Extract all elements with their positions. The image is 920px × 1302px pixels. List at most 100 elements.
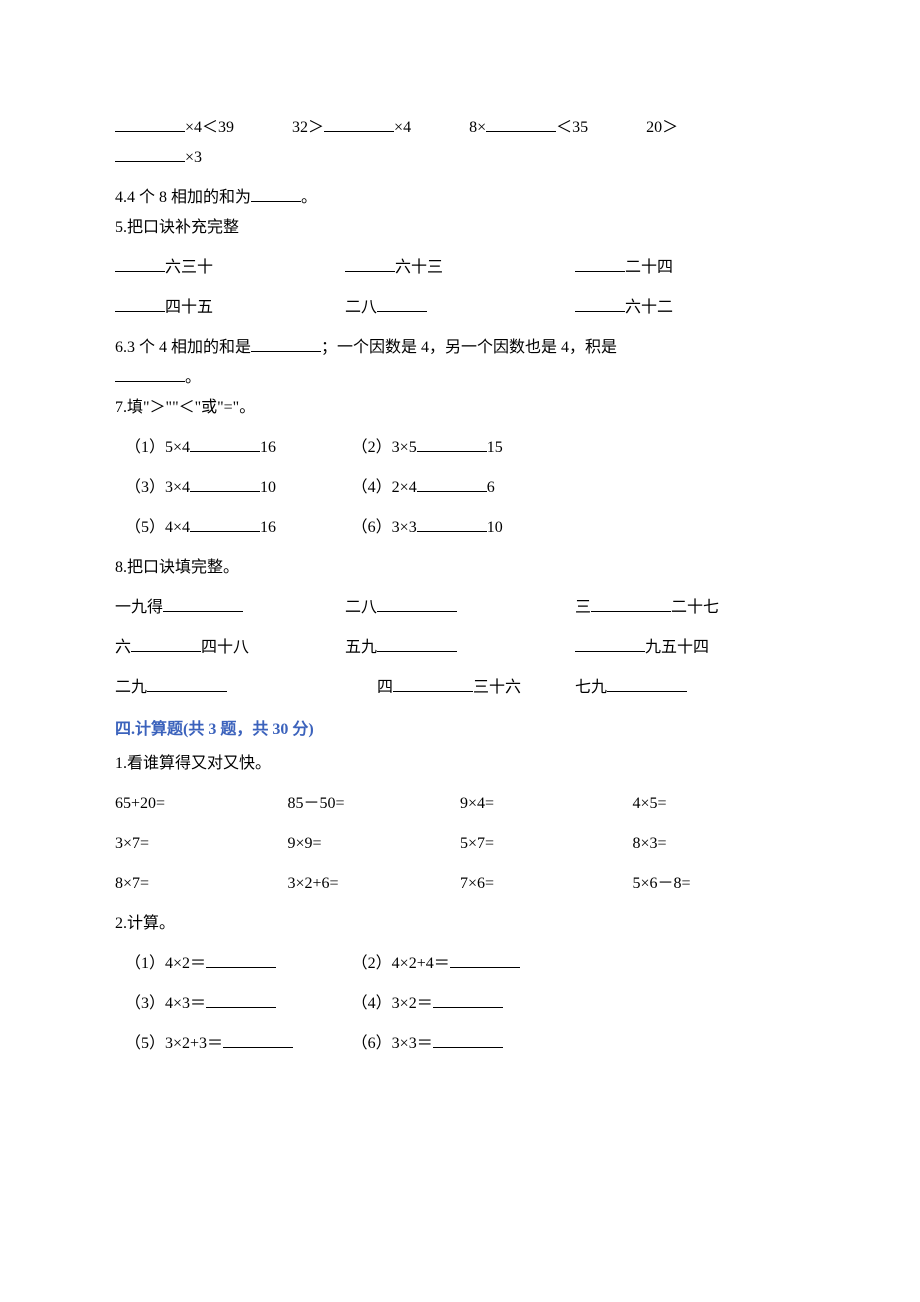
text: ×3 xyxy=(185,149,202,166)
text: 二八 xyxy=(345,599,377,616)
blank xyxy=(433,1032,503,1048)
text: （6）3×3＝ xyxy=(352,1035,433,1052)
blank xyxy=(575,256,625,272)
text: 1.看谁算得又对又快。 xyxy=(115,755,271,772)
calc-cell: 9×9= xyxy=(288,832,461,856)
text: 四.计算题(共 3 题，共 30 分) xyxy=(115,721,314,738)
blank xyxy=(251,336,321,352)
calc2-cell xyxy=(578,952,805,976)
calc1-row-1: 65+20= 85－50= 9×4= 4×5= xyxy=(115,792,805,816)
q7-cell: （2）3×5 15 xyxy=(352,436,579,460)
calc2-row-3: （5）3×2+3＝ （6）3×3＝ xyxy=(115,1032,805,1056)
text: 16 xyxy=(260,439,276,456)
text: （4）2×4 xyxy=(352,479,417,496)
calc1-title: 1.看谁算得又对又快。 xyxy=(115,752,805,776)
calc-cell: 65+20= xyxy=(115,792,288,816)
blank xyxy=(147,676,227,692)
blank xyxy=(591,596,671,612)
text: （2）4×2+4＝ xyxy=(352,955,450,972)
q7-cell: （6）3×3 10 xyxy=(352,516,579,540)
text: （5）3×2+3＝ xyxy=(125,1035,223,1052)
text: 8.把口诀填完整。 xyxy=(115,559,239,576)
q7-cell xyxy=(578,436,805,460)
text: （5）4×4 xyxy=(125,519,190,536)
calc-cell: 3×2+6= xyxy=(288,872,461,896)
text: 10 xyxy=(487,519,503,536)
text: 四 xyxy=(377,679,393,696)
text: 二十七 xyxy=(671,599,719,616)
q7-row-1: （1）5×416 （2）3×5 15 xyxy=(115,436,805,460)
q7-cell: （1）5×416 xyxy=(115,436,352,460)
text: （2）3×5 xyxy=(352,439,417,456)
fill-row-top: ×4＜39 32＞×4 8×＜35 20＞ xyxy=(115,116,805,140)
text: 6 xyxy=(487,479,495,496)
text: 2.计算。 xyxy=(115,915,175,932)
text: 。 xyxy=(301,189,317,206)
text: 7.填"＞""＜"或"="。 xyxy=(115,399,255,416)
q8-cell: 一九得 xyxy=(115,596,345,620)
calc2-cell: （2）4×2+4＝ xyxy=(352,952,579,976)
text: 四十八 xyxy=(201,639,249,656)
text: 5×7= xyxy=(460,835,494,852)
q5-row-1: 六三十 六十三 二十四 xyxy=(115,256,805,280)
calc2-cell: （4）3×2＝ xyxy=(352,992,579,1016)
q7-cell xyxy=(578,476,805,500)
text: （6）3×3 xyxy=(352,519,417,536)
blank xyxy=(377,636,457,652)
q7-cell xyxy=(578,516,805,540)
blank xyxy=(115,116,185,132)
text: 七九 xyxy=(575,679,607,696)
text: （4）3×2＝ xyxy=(352,995,433,1012)
q5-cell: 二十四 xyxy=(575,256,805,280)
text: 二九 xyxy=(115,679,147,696)
calc2-title: 2.计算。 xyxy=(115,912,805,936)
text: 65+20= xyxy=(115,795,165,812)
text: 32＞ xyxy=(292,119,324,136)
question-7-title: 7.填"＞""＜"或"="。 xyxy=(115,396,805,420)
blank xyxy=(115,366,185,382)
question-5-title: 5.把口诀补充完整 xyxy=(115,216,805,240)
q8-row-3: 二九 四三十六 七九 xyxy=(115,676,805,700)
q8-cell: 七九 xyxy=(575,676,805,700)
blank xyxy=(607,676,687,692)
blank xyxy=(450,952,520,968)
calc2-row-1: （1）4×2＝ （2）4×2+4＝ xyxy=(115,952,805,976)
calc1-row-3: 8×7= 3×2+6= 7×6= 5×6－8= xyxy=(115,872,805,896)
blank xyxy=(190,476,260,492)
blank xyxy=(417,516,487,532)
q7-row-3: （5）4×4 16 （6）3×3 10 xyxy=(115,516,805,540)
text: 3×7= xyxy=(115,835,149,852)
text: 二十四 xyxy=(625,259,673,276)
blank xyxy=(324,116,394,132)
text: 8×7= xyxy=(115,875,149,892)
text: 六十三 xyxy=(395,259,443,276)
text: 六三十 xyxy=(165,259,213,276)
text: 16 xyxy=(260,519,276,536)
q5-row-2: 四十五 二八 六十二 xyxy=(115,296,805,320)
text: 7×6= xyxy=(460,875,494,892)
document-page: ×4＜39 32＞×4 8×＜35 20＞ ×3 4.4 个 8 相加的和为。 … xyxy=(0,0,920,1116)
blank xyxy=(377,296,427,312)
text: 5×6－8= xyxy=(633,875,691,892)
text: 5.把口诀补充完整 xyxy=(115,219,239,236)
q8-row-2: 六四十八 五九 九五十四 xyxy=(115,636,805,660)
text: 8× xyxy=(469,119,486,136)
text: 9×4= xyxy=(460,795,494,812)
text: 15 xyxy=(487,439,503,456)
blank xyxy=(433,992,503,1008)
text: 4.4 个 8 相加的和为 xyxy=(115,189,251,206)
question-4: 4.4 个 8 相加的和为 。 xyxy=(115,186,805,210)
q7-cell: （5）4×4 16 xyxy=(115,516,352,540)
calc2-cell: （5）3×2+3＝ xyxy=(115,1032,352,1056)
q7-cell: （4）2×4 6 xyxy=(352,476,579,500)
q8-cell: 二八 xyxy=(345,596,575,620)
blank xyxy=(190,516,260,532)
text: 。 xyxy=(185,369,201,386)
q8-cell: 四三十六 xyxy=(345,676,575,700)
calc-cell: 5×7= xyxy=(460,832,633,856)
text: 8×3= xyxy=(633,835,667,852)
q8-cell: 三二十七 xyxy=(575,596,805,620)
blank xyxy=(486,116,556,132)
calc2-cell: （3）4×3＝ xyxy=(115,992,352,1016)
calc2-cell xyxy=(578,1032,805,1056)
